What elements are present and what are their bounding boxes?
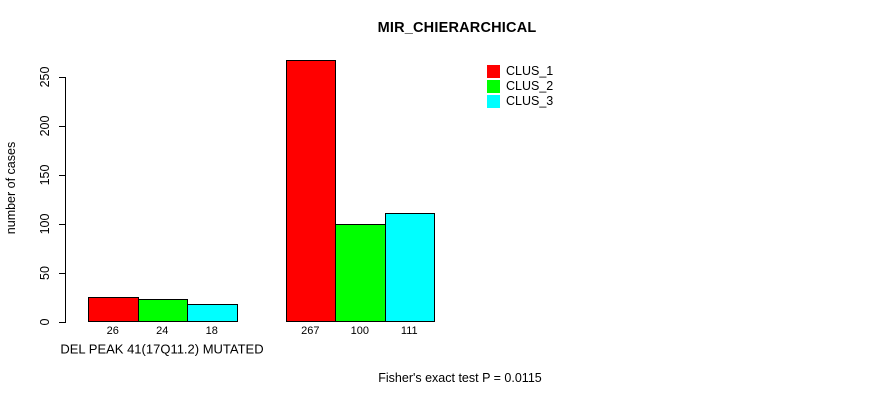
legend-swatch (487, 80, 500, 93)
legend-swatch (487, 65, 500, 78)
bar-value-label: 267 (301, 325, 320, 337)
y-tick-label: 50 (38, 266, 52, 280)
legend-swatch (487, 95, 500, 108)
bar-clus_2-group1 (137, 298, 188, 322)
bar-clus_2-group2 (335, 224, 386, 322)
fisher-test-annotation: Fisher's exact test P = 0.0115 (378, 371, 542, 385)
x-category-label: DEL PEAK 41(17Q11.2) MUTATED (60, 341, 264, 357)
y-tick-label: 100 (38, 213, 52, 235)
bar-clus_3-group2 (384, 213, 435, 322)
bar-clus_1-group1 (88, 296, 139, 322)
bar-value-label: 26 (106, 325, 119, 337)
bar-clus_1-group2 (285, 60, 336, 322)
bar-value-label: 111 (400, 325, 418, 337)
y-tick-label: 0 (38, 318, 52, 326)
y-tick-label: 250 (38, 66, 52, 88)
legend-label: CLUS_1 (506, 64, 554, 78)
chart-title: MIR_CHIERARCHICAL (377, 20, 537, 36)
bar-value-label: 100 (350, 325, 369, 337)
bar-clus_3-group1 (187, 304, 238, 322)
y-tick-mark (59, 224, 66, 225)
bar-value-label: 18 (205, 325, 218, 337)
y-tick-label: 150 (38, 164, 52, 186)
y-tick-mark (59, 273, 66, 274)
y-tick-label: 200 (38, 115, 52, 137)
bar-value-label: 24 (156, 325, 169, 337)
y-axis-line (65, 77, 66, 323)
y-tick-mark (59, 175, 66, 176)
legend-label: CLUS_3 (506, 94, 554, 108)
y-tick-mark (59, 126, 66, 127)
y-axis-title: number of cases (4, 141, 18, 235)
legend-label: CLUS_2 (506, 79, 554, 93)
y-tick-mark (59, 77, 66, 78)
y-tick-mark (59, 322, 66, 323)
